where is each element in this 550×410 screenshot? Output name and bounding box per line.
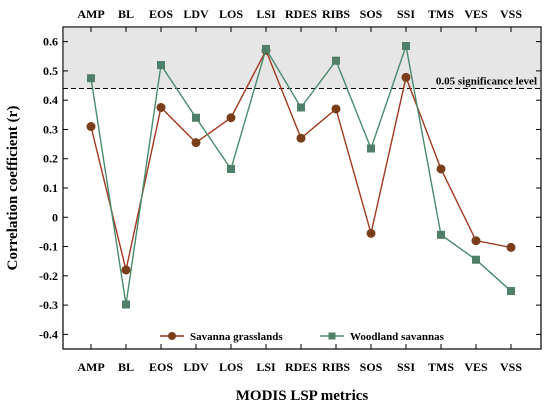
x-tick-label: RDES bbox=[285, 360, 317, 374]
x-tick-label-top: SSI bbox=[397, 7, 415, 21]
x-tick-label-top: TMS bbox=[428, 7, 454, 21]
data-point bbox=[367, 144, 375, 153]
x-tick-label-top: AMP bbox=[77, 7, 104, 21]
x-tick-label-top: EOS bbox=[149, 7, 173, 21]
y-tick-label: 0.6 bbox=[43, 35, 58, 49]
y-tick-label: -0.4 bbox=[39, 327, 58, 341]
data-point bbox=[331, 104, 341, 114]
x-tick-label: TMS bbox=[428, 360, 454, 374]
x-tick-label: LSI bbox=[256, 360, 276, 374]
data-point bbox=[507, 287, 515, 296]
series-woodland-savannas bbox=[87, 42, 515, 309]
legend-item: Woodland savannas bbox=[320, 331, 445, 343]
data-point bbox=[227, 164, 235, 173]
data-point bbox=[506, 242, 516, 252]
data-point bbox=[262, 44, 270, 53]
legend: Savanna grasslands Woodland savannas bbox=[160, 331, 445, 343]
x-tick-label: LDV bbox=[183, 360, 209, 374]
data-point bbox=[191, 138, 201, 148]
series-savanna-grasslands bbox=[86, 45, 516, 275]
y-tick-label: -0.2 bbox=[39, 269, 58, 283]
data-point bbox=[472, 255, 480, 264]
legend-label: Woodland savannas bbox=[350, 331, 445, 343]
x-axis-title: MODIS LSP metrics bbox=[236, 388, 369, 404]
y-tick-label: 0 bbox=[52, 210, 58, 224]
y-axis-title: Correlation coefficient (r) bbox=[5, 106, 21, 271]
legend-label: Savanna grasslands bbox=[190, 331, 283, 343]
data-point bbox=[366, 228, 376, 238]
data-point bbox=[471, 236, 481, 246]
x-tick-label: LOS bbox=[219, 360, 243, 374]
x-tick-label: VES bbox=[464, 360, 488, 374]
data-point bbox=[157, 61, 165, 70]
y-tick-label: 0.3 bbox=[43, 122, 58, 136]
x-tick-label: BL bbox=[118, 360, 134, 374]
x-axis: AMP AMP BL BL EOS EOS LDV LDV LOS LOS LSI LSI RDES RD… bbox=[77, 7, 522, 374]
y-tick-label: 0.4 bbox=[43, 93, 58, 107]
data-point bbox=[296, 133, 306, 143]
x-tick-label: SSI bbox=[397, 360, 415, 374]
legend-item: Savanna grasslands bbox=[160, 331, 283, 343]
y-axis: -0.4 -0.3 -0.2 -0.1 0 0.1 0.2 0.3 0.4 0.5 0.6 bbox=[39, 35, 541, 341]
data-point bbox=[87, 74, 95, 83]
data-point bbox=[156, 103, 166, 112]
data-point bbox=[226, 113, 236, 123]
data-point bbox=[402, 42, 410, 51]
data-point bbox=[297, 103, 305, 112]
legend-marker bbox=[328, 332, 336, 340]
x-tick-label-top: LSI bbox=[256, 7, 276, 21]
y-tick-label: 0.2 bbox=[43, 152, 58, 166]
data-point bbox=[192, 113, 200, 122]
x-tick-label-top: RIBS bbox=[322, 7, 350, 21]
x-tick-label: SOS bbox=[360, 360, 383, 374]
x-tick-label-top: VES bbox=[464, 7, 488, 21]
data-point bbox=[122, 300, 130, 309]
data-point bbox=[436, 164, 446, 174]
y-tick-label: -0.1 bbox=[39, 240, 58, 254]
x-tick-label: EOS bbox=[149, 360, 173, 374]
x-tick-label: AMP bbox=[77, 360, 104, 374]
x-tick-label-top: RDES bbox=[285, 7, 317, 21]
data-point bbox=[437, 230, 445, 239]
x-tick-label-top: VSS bbox=[500, 7, 522, 21]
y-tick-label: 0.1 bbox=[43, 181, 58, 195]
data-point bbox=[86, 122, 96, 132]
x-tick-label-top: LOS bbox=[219, 7, 243, 21]
x-tick-label-top: SOS bbox=[360, 7, 383, 21]
data-point bbox=[121, 265, 131, 275]
data-point bbox=[401, 72, 411, 82]
x-tick-label-top: LDV bbox=[183, 7, 209, 21]
x-tick-label: VSS bbox=[500, 360, 522, 374]
y-tick-label: -0.3 bbox=[39, 298, 58, 312]
significance-label: 0.05 significance level bbox=[436, 75, 537, 87]
significance-shaded-region bbox=[63, 27, 541, 89]
y-tick-label: 0.5 bbox=[43, 64, 58, 78]
x-tick-label: RIBS bbox=[322, 360, 350, 374]
x-tick-label-top: BL bbox=[118, 7, 134, 21]
data-point bbox=[332, 56, 340, 65]
series-layer bbox=[86, 42, 516, 309]
legend-marker bbox=[168, 332, 176, 340]
